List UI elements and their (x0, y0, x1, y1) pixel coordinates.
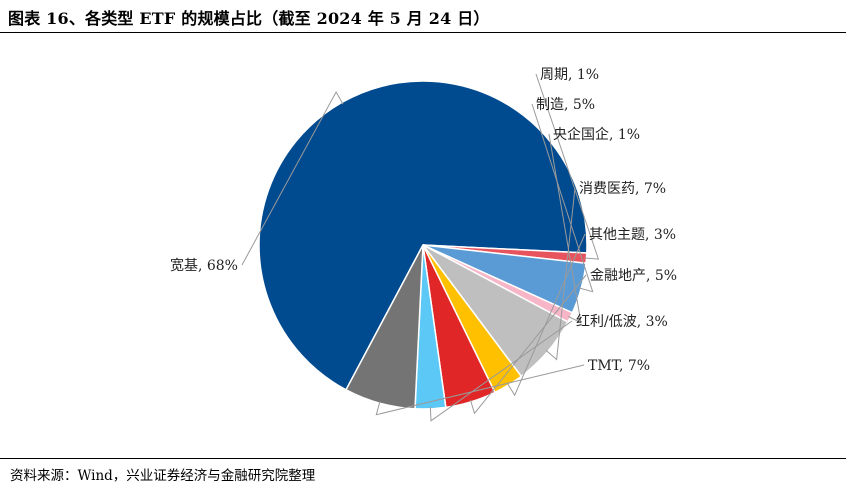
top-rule (0, 32, 846, 33)
leader-line-3 (548, 133, 582, 324)
leader-line-6 (469, 274, 587, 415)
leader-line-1 (535, 73, 600, 260)
bottom-rule (0, 458, 846, 459)
leader-line-2 (531, 103, 594, 293)
slice-label-6: 金融地产, 5% (590, 268, 677, 284)
slice-label-8: TMT, 7% (588, 358, 650, 374)
chart-title: 图表 16、各类型 ETF 的规模占比（截至 2024 年 5 月 24 日） (8, 9, 490, 28)
slice-label-1: 周期, 1% (540, 67, 599, 83)
pie-slices (258, 80, 588, 410)
source-note: 资料来源：Wind，兴业证券经济与金融研究院整理 (10, 468, 316, 484)
leader-line-0 (241, 90, 344, 266)
slice-label-5: 其他主题, 3% (589, 227, 676, 243)
slice-label-2: 制造, 5% (536, 97, 595, 113)
leader-line-7 (429, 320, 573, 422)
leader-line-5 (506, 233, 586, 397)
slice-label-4: 消费医药, 7% (579, 181, 666, 197)
slice-label-7: 红利/低波, 3% (576, 314, 668, 330)
pie-chart: 宽基, 68% 周期, 1% 制造, 5% 央企国企, 1% 消费医药, 7% 其他主题,… (170, 67, 677, 422)
slice-label-3: 央企国企, 1% (553, 126, 640, 143)
leader-line-4 (545, 187, 576, 361)
slice-labels: 宽基, 68% 周期, 1% 制造, 5% 央企国企, 1% 消费医药, 7% 其他主题,… (170, 67, 677, 374)
slice-label-0: 宽基, 68% (170, 257, 238, 274)
leader-line-8 (375, 364, 585, 416)
leader-lines (241, 73, 600, 422)
